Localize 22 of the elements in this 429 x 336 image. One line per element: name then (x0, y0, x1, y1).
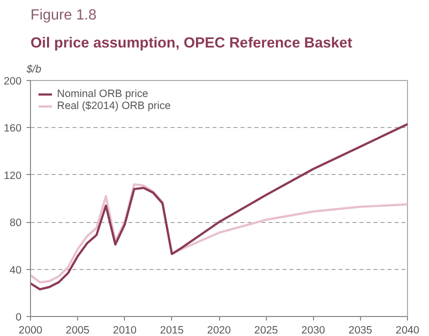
y-tick-label: 160 (4, 122, 22, 135)
legend-label: Real ($2014) ORB price (57, 100, 171, 112)
y-tick-label: 120 (4, 170, 22, 182)
chart-subtitle: Oil price assumption, OPEC Reference Basket (30, 36, 352, 52)
x-tick-label: 2000 (18, 324, 42, 336)
y-tick-label: 200 (4, 76, 22, 88)
y-tick-label: 0 (16, 312, 22, 324)
x-tick-label: 2030 (301, 324, 326, 336)
y-axis-title: $/b (26, 64, 42, 76)
y-tick-label: 40 (10, 264, 22, 276)
x-tick-label: 2010 (112, 324, 137, 336)
line-series (30, 183, 408, 284)
x-tick-label: 2005 (66, 324, 90, 336)
line-series (30, 123, 408, 290)
chart-title: Figure 1.8 (30, 8, 96, 24)
legend-label: Nominal ORB price (57, 88, 148, 100)
x-tick-label: 2020 (207, 324, 231, 336)
x-tick-label: 2015 (160, 324, 184, 336)
y-tick-label: 80 (10, 217, 22, 230)
x-tick-label: 2040 (396, 324, 420, 336)
x-tick-label: 2035 (348, 324, 372, 336)
x-tick-label: 2025 (254, 324, 278, 336)
